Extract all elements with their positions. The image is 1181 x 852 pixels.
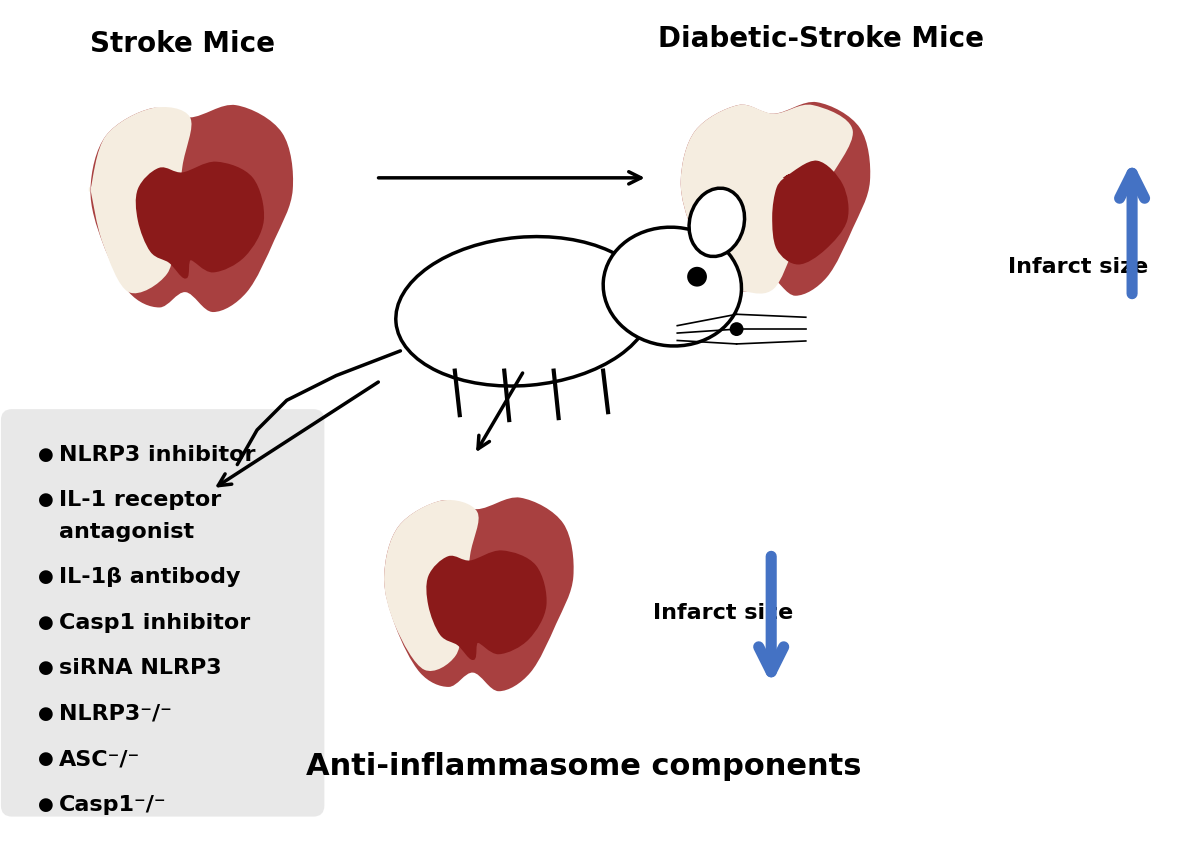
Text: IL-1 receptor: IL-1 receptor <box>59 490 222 510</box>
PathPatch shape <box>137 164 262 277</box>
Text: ●: ● <box>38 796 53 814</box>
Text: NLRP3 inhibitor: NLRP3 inhibitor <box>59 445 256 464</box>
FancyBboxPatch shape <box>2 410 324 815</box>
Text: siRNA NLRP3: siRNA NLRP3 <box>59 659 222 678</box>
Text: Casp1 inhibitor: Casp1 inhibitor <box>59 613 250 633</box>
PathPatch shape <box>428 552 544 659</box>
Ellipse shape <box>689 188 744 256</box>
Text: ●: ● <box>38 751 53 769</box>
PathPatch shape <box>680 102 870 296</box>
PathPatch shape <box>91 105 293 312</box>
Text: Stroke Mice: Stroke Mice <box>91 31 275 58</box>
Text: ●: ● <box>38 613 53 631</box>
Text: IL-1β antibody: IL-1β antibody <box>59 567 241 587</box>
Text: ASC⁻/⁻: ASC⁻/⁻ <box>59 749 141 769</box>
Circle shape <box>687 267 707 286</box>
PathPatch shape <box>89 107 191 293</box>
Text: ●: ● <box>38 659 53 677</box>
PathPatch shape <box>680 105 853 294</box>
Text: ●: ● <box>38 568 53 586</box>
Text: Casp1⁻/⁻: Casp1⁻/⁻ <box>59 795 167 815</box>
Text: antagonist: antagonist <box>59 521 195 542</box>
Text: ●: ● <box>38 705 53 722</box>
Text: ●: ● <box>38 446 53 463</box>
Text: Infarct size: Infarct size <box>1009 256 1149 277</box>
Text: Infarct size: Infarct size <box>653 603 792 623</box>
Text: Anti-inflammasome components: Anti-inflammasome components <box>306 751 861 780</box>
Ellipse shape <box>603 227 742 346</box>
Text: ●: ● <box>38 491 53 509</box>
PathPatch shape <box>384 498 574 691</box>
Text: Diabetic-Stroke Mice: Diabetic-Stroke Mice <box>658 26 984 54</box>
Text: NLRP3⁻/⁻: NLRP3⁻/⁻ <box>59 704 172 723</box>
Ellipse shape <box>396 237 652 386</box>
PathPatch shape <box>774 162 847 262</box>
Circle shape <box>730 322 744 336</box>
PathPatch shape <box>384 500 478 671</box>
